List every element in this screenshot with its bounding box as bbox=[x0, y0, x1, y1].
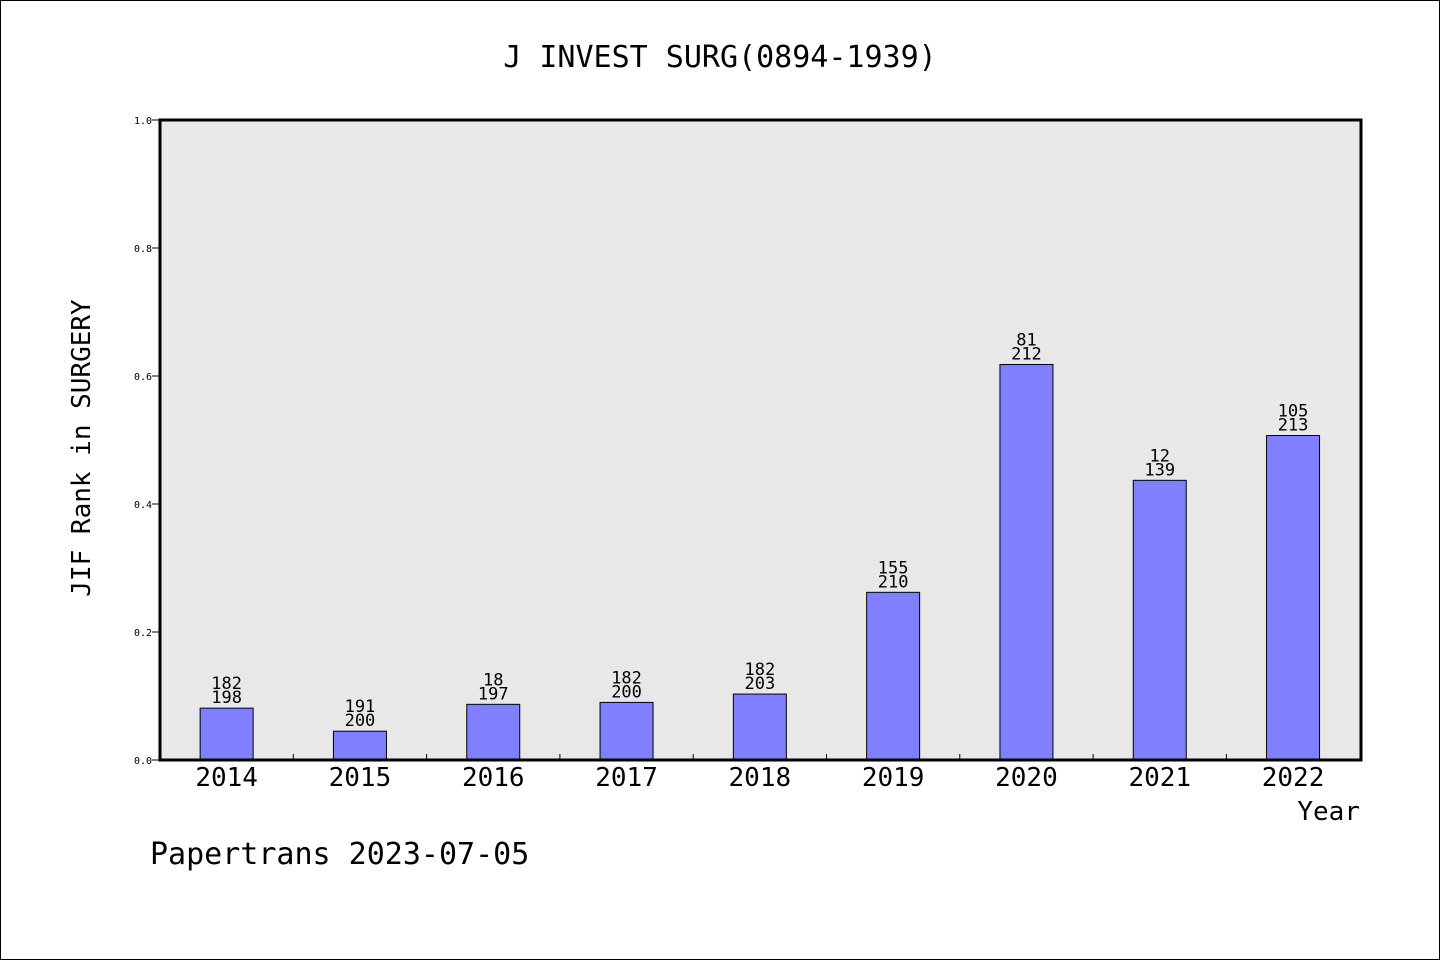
bar-label-total: 139 bbox=[1144, 460, 1175, 480]
bar bbox=[999, 363, 1054, 761]
watermark-text: Papertrans 2023-07-05 bbox=[150, 837, 529, 872]
bar-label-total: 198 bbox=[211, 688, 242, 708]
bar bbox=[466, 703, 521, 761]
bar-label-rank: 182 bbox=[611, 668, 642, 688]
bar-label-rank: 18 bbox=[483, 670, 503, 690]
x-tick-label: 2022 bbox=[1262, 763, 1325, 793]
x-tick-label: 2015 bbox=[329, 763, 392, 793]
bar bbox=[732, 693, 787, 761]
bar-label-total: 212 bbox=[1011, 344, 1042, 364]
y-tick-label: 0.4 bbox=[134, 500, 152, 511]
x-tick-label: 2018 bbox=[729, 763, 792, 793]
y-tick-label: 0.2 bbox=[134, 628, 152, 639]
bar-label-total: 200 bbox=[611, 682, 642, 702]
bar-label-rank: 191 bbox=[345, 697, 376, 717]
y-tick-label: 1.0 bbox=[134, 116, 152, 127]
bar bbox=[599, 701, 654, 761]
bar-label-rank: 105 bbox=[1278, 402, 1309, 422]
bar-label-total: 213 bbox=[1278, 416, 1309, 436]
x-tick-label: 2021 bbox=[1128, 763, 1191, 793]
x-tick-label: 2020 bbox=[995, 763, 1058, 793]
x-axis: 2014 2015 2016 2017 2018 2019 2020 2021 2022 bbox=[195, 754, 1324, 793]
bar-label-rank: 81 bbox=[1016, 330, 1036, 350]
bar-series bbox=[199, 363, 1321, 761]
y-tick-label: 0.0 bbox=[134, 756, 152, 767]
bar bbox=[866, 591, 921, 761]
bar-label-rank: 182 bbox=[744, 660, 775, 680]
bar bbox=[1132, 479, 1187, 761]
y-axis-label: JIF Rank in SURGERY bbox=[67, 299, 97, 597]
bar bbox=[1266, 435, 1321, 761]
bar bbox=[199, 707, 254, 761]
y-tick-label: 0.8 bbox=[134, 244, 152, 255]
bar-label-rank: 155 bbox=[878, 558, 909, 578]
x-tick-label: 2019 bbox=[862, 763, 925, 793]
x-tick-label: 2016 bbox=[462, 763, 525, 793]
x-tick-label: 2014 bbox=[195, 763, 258, 793]
x-tick-label: 2017 bbox=[595, 763, 658, 793]
bar-label-total: 200 bbox=[345, 711, 376, 731]
bar-label-total: 210 bbox=[878, 572, 909, 592]
y-axis: 0.0 0.2 0.4 0.6 0.8 1.0 bbox=[134, 116, 160, 767]
x-axis-label: Year bbox=[1297, 797, 1360, 827]
bar-label-total: 203 bbox=[744, 674, 775, 694]
bar-label-rank: 12 bbox=[1150, 446, 1170, 466]
y-tick-label: 0.6 bbox=[134, 372, 152, 383]
bar-label-rank: 182 bbox=[211, 674, 242, 694]
chart-title: J INVEST SURG(0894-1939) bbox=[503, 40, 936, 75]
bar-label-total: 197 bbox=[478, 684, 509, 704]
bar bbox=[332, 730, 387, 761]
